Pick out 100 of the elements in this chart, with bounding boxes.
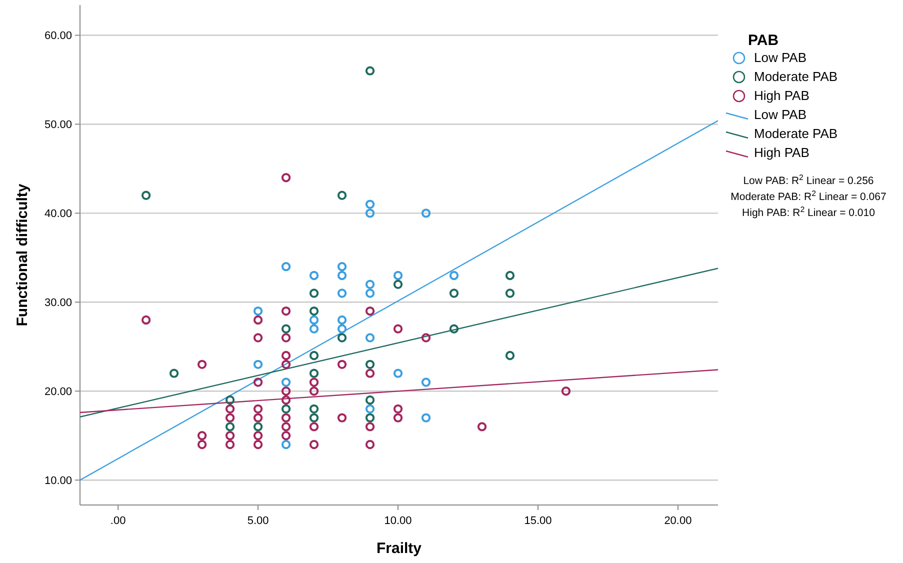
point — [281, 395, 291, 405]
point — [281, 440, 291, 450]
point — [365, 368, 375, 378]
point — [337, 270, 347, 280]
text: Moderate PAB: R$^{2}$ Linear = 0.067 — [730, 188, 886, 203]
x-axis-title: Frailty — [376, 540, 422, 557]
point — [281, 413, 291, 422]
x-tick-label: 15.00 — [524, 515, 552, 527]
point — [365, 413, 375, 422]
y-tick-label: 50.00 — [44, 119, 72, 132]
point — [393, 413, 403, 422]
point — [505, 288, 515, 298]
point — [309, 270, 319, 280]
y-axis-title: Functional difficulty — [14, 183, 31, 326]
point — [309, 440, 319, 450]
point — [281, 306, 291, 316]
point — [253, 378, 263, 387]
point — [421, 378, 431, 387]
point — [225, 422, 235, 432]
point — [281, 404, 291, 414]
point — [365, 280, 375, 289]
point — [393, 404, 403, 414]
point — [337, 333, 347, 342]
point — [309, 386, 319, 396]
point — [225, 440, 235, 450]
legend-label: Low PAB — [754, 107, 807, 122]
point — [337, 288, 347, 298]
x-tick-label: 5.00 — [247, 515, 269, 527]
point — [281, 422, 291, 432]
point — [337, 262, 347, 272]
point — [309, 422, 319, 432]
point — [505, 270, 515, 280]
point — [309, 306, 319, 316]
point — [449, 270, 459, 280]
point — [309, 413, 319, 422]
point — [281, 324, 291, 334]
x-tick-label: 20.00 — [664, 515, 692, 527]
x-tick-label: .00 — [110, 515, 126, 527]
legend-label: High PAB — [754, 145, 810, 160]
point — [337, 360, 347, 370]
point — [365, 360, 375, 370]
point — [253, 333, 263, 342]
point — [197, 440, 207, 450]
legend-label: Moderate PAB — [754, 69, 838, 84]
legend-label: Low PAB — [754, 50, 807, 65]
point — [449, 324, 459, 334]
point — [309, 350, 319, 360]
y-tick-label: 20.00 — [44, 386, 72, 398]
point — [309, 404, 319, 414]
point — [169, 368, 179, 378]
text: High PAB: R$^{2}$ Linear = 0.010 — [742, 204, 876, 219]
point — [421, 208, 431, 218]
point — [253, 413, 263, 422]
point — [197, 431, 207, 440]
point — [393, 270, 403, 280]
point — [477, 422, 487, 432]
point — [365, 208, 375, 218]
point — [365, 440, 375, 450]
point — [337, 413, 347, 422]
point — [197, 360, 207, 370]
point — [365, 395, 375, 405]
point — [393, 280, 403, 289]
point — [309, 368, 319, 378]
point — [253, 422, 263, 432]
legend-label: High PAB — [754, 88, 810, 103]
point — [141, 315, 151, 325]
point — [281, 431, 291, 440]
point — [365, 66, 375, 76]
point — [365, 306, 375, 316]
point — [253, 440, 263, 450]
point — [253, 404, 263, 414]
y-tick-label: 10.00 — [44, 474, 72, 487]
y-tick-label: 60.00 — [44, 30, 72, 42]
point — [253, 431, 263, 440]
point — [561, 386, 571, 396]
point — [253, 315, 263, 325]
point — [337, 324, 347, 334]
point — [365, 333, 375, 342]
point — [225, 413, 235, 422]
point — [309, 378, 319, 387]
point — [505, 350, 515, 360]
point — [393, 324, 403, 334]
point — [281, 262, 291, 272]
y-tick-label: 30.00 — [44, 297, 72, 310]
point — [337, 190, 347, 200]
legend-title: PAB — [748, 32, 779, 49]
point — [309, 288, 319, 298]
point — [141, 190, 151, 200]
point — [365, 200, 375, 209]
legend-label: Moderate PAB — [754, 126, 838, 141]
point — [281, 350, 291, 360]
point — [281, 360, 291, 370]
point — [225, 404, 235, 414]
point — [225, 431, 235, 440]
point — [421, 413, 431, 422]
point — [365, 404, 375, 414]
point — [281, 173, 291, 182]
y-tick-label: 40.00 — [44, 208, 72, 220]
point — [365, 422, 375, 432]
point — [253, 306, 263, 316]
